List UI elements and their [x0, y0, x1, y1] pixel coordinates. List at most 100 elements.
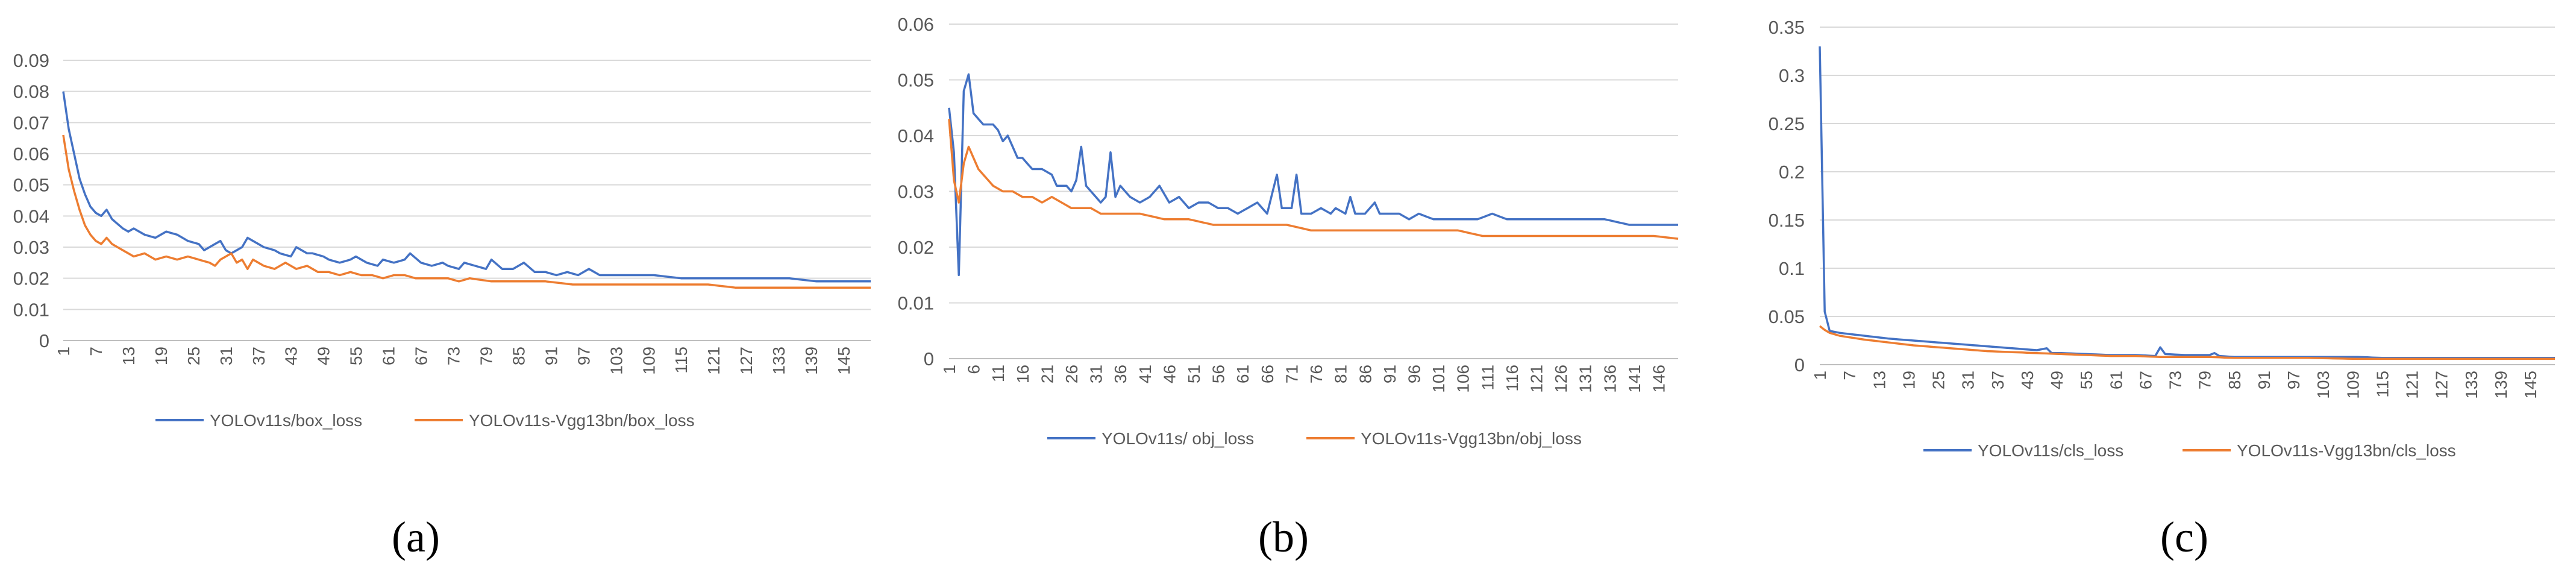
chart-1: 0 0.01 0.02 0.03 0.04 0.05 0.06 0.07 0.08 0.09 1 7 1… — [13, 50, 871, 561]
x-tick-label: 73 — [445, 347, 463, 365]
x-tick-label: 121 — [2403, 371, 2422, 399]
x-tick-label: 7 — [1840, 371, 1859, 380]
y-tick-label: 0.05 — [898, 70, 934, 91]
x-tick-label: 31 — [217, 347, 236, 365]
x-tick-label: 145 — [2521, 371, 2540, 399]
x-tick-label: 19 — [1899, 371, 1918, 389]
x-tick-label: 126 — [1552, 365, 1570, 393]
series-line-baseline — [1819, 46, 2555, 359]
x-tick-label: 46 — [1160, 365, 1179, 383]
x-tick-label: 79 — [477, 347, 495, 365]
legend-label: YOLOv11s/ obj_loss — [1102, 429, 1254, 448]
y-tick-label: 0.06 — [898, 14, 934, 35]
x-tick-label: 136 — [1600, 365, 1619, 393]
x-tick-label: 109 — [639, 347, 658, 375]
y-tick-label: 0.05 — [1769, 306, 1805, 327]
x-tick-label: 121 — [704, 347, 723, 375]
x-tick-label: 86 — [1356, 365, 1374, 383]
x-tick-label: 103 — [607, 347, 625, 375]
chart-3: 0 0.05 0.1 0.15 0.2 0.25 0.3 0.35 1 7 13 19 25 31 37 43… — [1769, 17, 2555, 561]
x-tick-label: 19 — [152, 347, 171, 365]
x-tick-label: 91 — [1380, 365, 1399, 383]
x-tick-label: 51 — [1185, 365, 1203, 383]
x-tick-label: 146 — [1650, 365, 1669, 393]
x-tick-label: 67 — [2136, 371, 2155, 389]
subfigure-caption: (b) — [1258, 513, 1309, 561]
x-tick-label: 81 — [1332, 365, 1350, 383]
x-tick-label: 1 — [54, 347, 73, 356]
y-tick-label: 0 — [924, 348, 934, 369]
y-tick-label: 0.35 — [1769, 17, 1805, 38]
chart-2: 00.010.020.030.040.050.061 6 11 16 21 26 31 36 4… — [898, 14, 1679, 561]
x-tick-label: 1 — [940, 365, 959, 374]
x-tick-label: 91 — [2255, 371, 2274, 389]
series-line-improved — [1819, 325, 2555, 360]
x-tick-label: 91 — [542, 347, 560, 365]
x-tick-label: 115 — [2373, 371, 2392, 398]
x-tick-label: 49 — [315, 347, 333, 365]
x-tick-label: 61 — [380, 347, 398, 365]
x-tick-label: 145 — [835, 347, 853, 375]
series-line-baseline — [62, 91, 871, 283]
x-tick-label: 139 — [2492, 371, 2510, 399]
x-tick-label: 61 — [1233, 365, 1252, 383]
x-tick-label: 96 — [1405, 365, 1423, 383]
legend-label: YOLOv11s-Vgg13bn/cls_loss — [2237, 441, 2456, 460]
x-tick-label: 103 — [2314, 371, 2333, 399]
y-tick-label: 0.25 — [1769, 113, 1805, 134]
subfigure-caption: (c) — [2160, 513, 2208, 561]
x-tick-label: 71 — [1282, 365, 1301, 383]
y-tick-label: 0.07 — [13, 112, 49, 133]
x-tick-label: 85 — [2225, 371, 2244, 389]
legend-label: YOLOv11s-Vgg13bn/box_loss — [469, 411, 695, 430]
x-tick-label: 121 — [1527, 365, 1546, 393]
y-tick-label: 0.04 — [13, 206, 49, 227]
x-tick-label: 31 — [1087, 365, 1106, 383]
x-tick-label: 73 — [2166, 371, 2185, 389]
x-tick-label: 97 — [2284, 371, 2303, 389]
x-tick-label: 31 — [1959, 371, 1978, 389]
x-tick-label: 79 — [2196, 371, 2214, 389]
x-tick-label: 16 — [1014, 365, 1032, 383]
x-tick-label: 43 — [282, 347, 301, 365]
legend-label: YOLOv11s/box_loss — [210, 411, 362, 430]
x-tick-label: 11 — [989, 365, 1008, 382]
x-tick-label: 109 — [2343, 371, 2362, 399]
x-tick-label: 36 — [1111, 365, 1130, 383]
x-tick-label: 6 — [965, 365, 983, 374]
y-tick-label: 0.06 — [13, 143, 49, 165]
x-tick-label: 1 — [1811, 371, 1829, 380]
series-line-improved — [948, 119, 1679, 240]
x-tick-label: 111 — [1478, 365, 1497, 391]
x-tick-label: 13 — [1870, 371, 1888, 389]
legend-label: YOLOv11s/cls_loss — [1978, 441, 2123, 460]
x-tick-label: 141 — [1625, 365, 1644, 393]
x-tick-label: 76 — [1307, 365, 1326, 383]
x-tick-label: 49 — [2048, 371, 2066, 389]
series-line-improved — [62, 134, 871, 289]
y-tick-label: 0 — [39, 330, 49, 351]
x-tick-label: 127 — [737, 347, 756, 375]
x-tick-label: 115 — [672, 347, 691, 374]
x-tick-label: 139 — [802, 347, 821, 375]
x-tick-label: 25 — [1929, 371, 1948, 389]
x-tick-label: 67 — [412, 347, 431, 365]
y-tick-label: 0.09 — [13, 50, 49, 71]
x-tick-label: 43 — [2018, 371, 2037, 389]
x-tick-label: 101 — [1429, 365, 1448, 393]
y-tick-label: 0.1 — [1779, 258, 1805, 279]
series-line-baseline — [948, 73, 1678, 277]
y-tick-label: 0 — [1794, 354, 1805, 376]
subfigure-caption: (a) — [392, 513, 440, 561]
x-tick-label: 21 — [1038, 365, 1056, 383]
x-tick-label: 106 — [1454, 365, 1473, 393]
x-tick-label: 116 — [1503, 365, 1521, 392]
y-tick-label: 0.02 — [13, 268, 49, 289]
x-tick-label: 26 — [1062, 365, 1081, 383]
y-tick-label: 0.02 — [898, 237, 934, 258]
x-tick-label: 13 — [119, 347, 138, 365]
legend-label: YOLOv11s-Vgg13bn/obj_loss — [1361, 429, 1582, 448]
y-tick-label: 0.01 — [13, 299, 49, 320]
